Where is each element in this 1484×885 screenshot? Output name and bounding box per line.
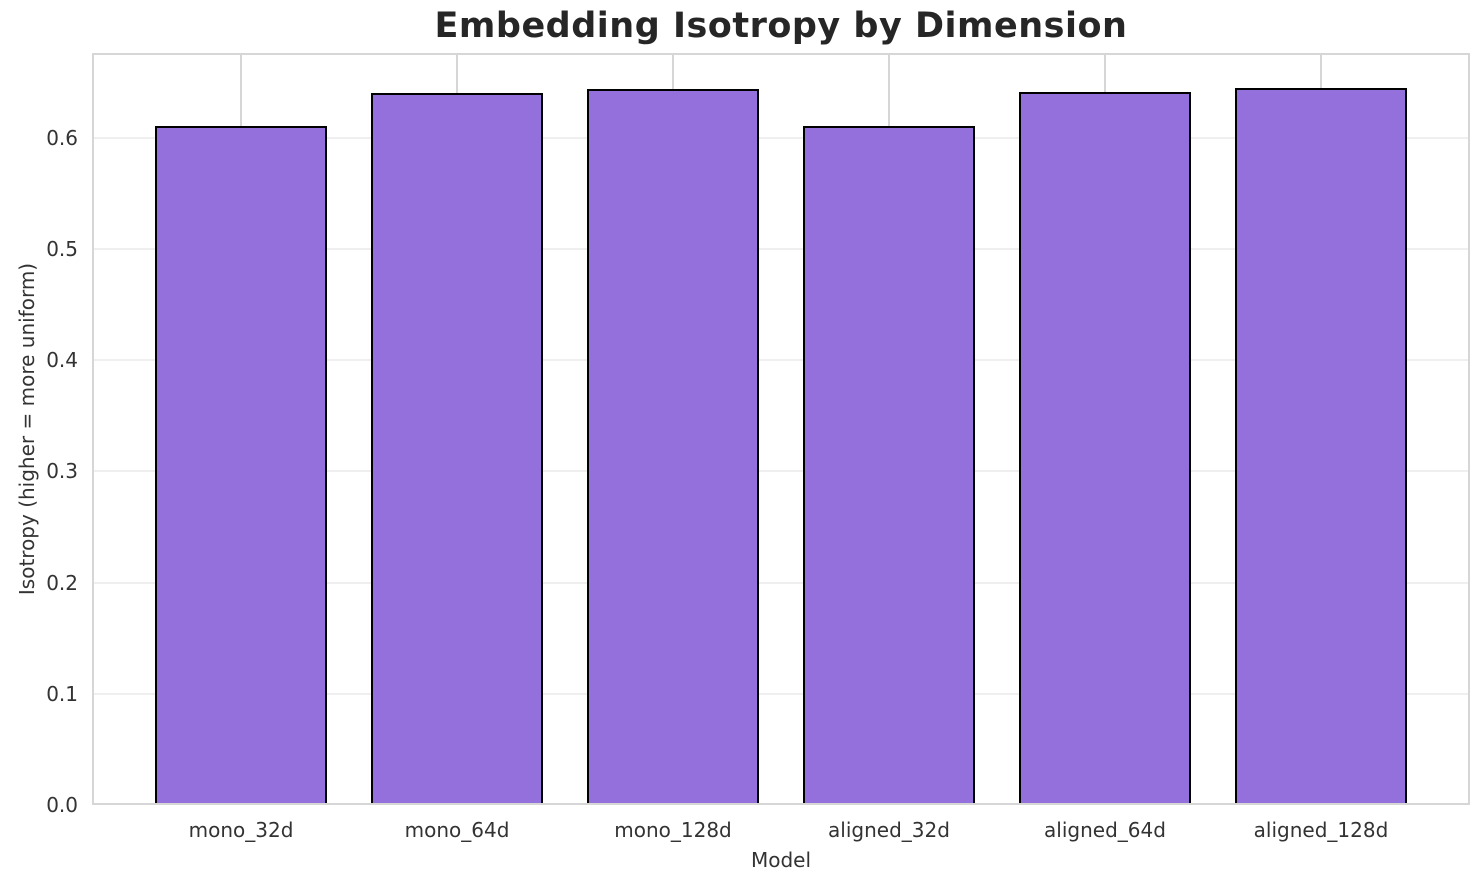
horizontal-gridline bbox=[92, 470, 1470, 473]
horizontal-gridline bbox=[92, 692, 1470, 695]
x-tick-label-mono_32d: mono_32d bbox=[188, 818, 294, 842]
y-tick-label: 0.1 bbox=[46, 681, 78, 706]
y-tick-label: 0.3 bbox=[46, 459, 78, 484]
y-tick-label: 0.4 bbox=[46, 348, 78, 373]
x-tick-label-aligned_64d: aligned_64d bbox=[1044, 818, 1166, 842]
chart-title: Embedding Isotropy by Dimension bbox=[434, 6, 1128, 46]
horizontal-gridline bbox=[92, 581, 1470, 584]
bar-mono_128d bbox=[586, 88, 760, 805]
bar-aligned_32d bbox=[802, 126, 976, 805]
horizontal-gridline bbox=[92, 359, 1470, 362]
bar-aligned_64d bbox=[1018, 91, 1192, 805]
horizontal-gridline bbox=[92, 136, 1470, 139]
bar-aligned_128d bbox=[1234, 87, 1408, 805]
x-tick-label-mono_64d: mono_64d bbox=[404, 818, 510, 842]
x-axis-label: Model bbox=[750, 848, 812, 872]
y-axis-label: Isotropy (higher = more uniform) bbox=[15, 262, 39, 596]
y-tick-label: 0.6 bbox=[46, 125, 78, 150]
horizontal-gridline bbox=[92, 247, 1470, 250]
x-tick-label-mono_128d: mono_128d bbox=[614, 818, 732, 842]
y-tick-label: 0.5 bbox=[46, 236, 78, 261]
bar-mono_32d bbox=[154, 126, 328, 805]
y-tick-label: 0.0 bbox=[46, 793, 78, 817]
plot-area bbox=[92, 53, 1470, 805]
x-tick-label-aligned_128d: aligned_128d bbox=[1253, 818, 1389, 842]
bar-mono_64d bbox=[370, 93, 544, 805]
x-tick-label-aligned_32d: aligned_32d bbox=[828, 818, 950, 842]
y-tick-label: 0.2 bbox=[46, 570, 78, 595]
